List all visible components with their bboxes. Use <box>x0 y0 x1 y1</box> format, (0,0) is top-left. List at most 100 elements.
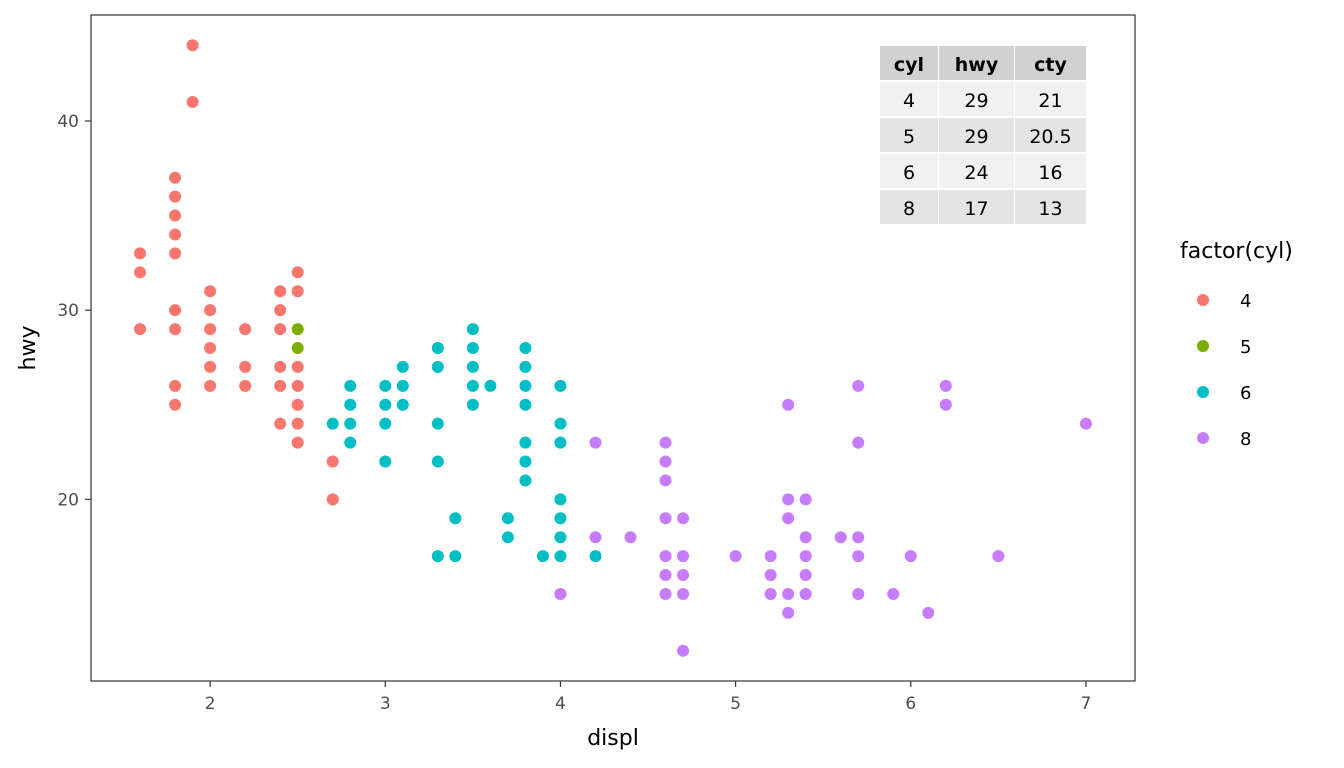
data-point-cyl-8 <box>764 569 777 582</box>
data-point-cyl-6 <box>379 379 392 392</box>
data-point-cyl-4 <box>169 398 182 411</box>
legend-label: 6 <box>1240 383 1251 404</box>
table-cell <box>1015 118 1086 152</box>
table-cell <box>1015 154 1086 188</box>
table-cell-text: 24 <box>964 162 988 184</box>
data-point-cyl-6 <box>431 550 444 563</box>
legend-key-8 <box>1197 432 1209 444</box>
legend-title: factor(cyl) <box>1180 239 1293 264</box>
data-point-cyl-8 <box>852 436 865 449</box>
data-point-cyl-6 <box>396 379 409 392</box>
x-tick-label: 2 <box>205 694 216 714</box>
data-point-cyl-8 <box>852 379 865 392</box>
data-point-cyl-4 <box>291 379 304 392</box>
data-point-cyl-6 <box>501 531 514 544</box>
x-tick-label: 5 <box>730 694 741 714</box>
legend-key-4 <box>1197 294 1209 306</box>
data-point-cyl-6 <box>344 398 357 411</box>
table-cell-text: 29 <box>964 90 988 112</box>
table-cell <box>1015 190 1086 224</box>
y-axis-title: hwy <box>16 326 41 371</box>
data-point-cyl-8 <box>1079 417 1092 430</box>
data-point-cyl-6 <box>589 550 602 563</box>
table-header-cell <box>1015 46 1086 80</box>
data-point-cyl-4 <box>204 360 217 373</box>
data-point-cyl-6 <box>554 417 567 430</box>
table-cell <box>880 154 938 188</box>
data-point-cyl-4 <box>204 304 217 317</box>
table-cell-text: 6 <box>903 162 915 184</box>
table-header-text: cyl <box>894 54 924 76</box>
y-tick-label: 40 <box>57 112 79 132</box>
data-point-cyl-8 <box>659 455 672 468</box>
data-point-cyl-8 <box>729 550 742 563</box>
summary-table: cyl hwy cty 4 29 21 5 29 20.5 6 24 16 8 17 13 <box>880 46 1086 224</box>
table-cell-text: 29 <box>964 126 988 148</box>
data-point-cyl-4 <box>169 190 182 203</box>
data-point-cyl-8 <box>782 606 795 619</box>
data-point-cyl-8 <box>852 531 865 544</box>
data-point-cyl-8 <box>782 493 795 506</box>
x-tick-label: 4 <box>555 694 566 714</box>
data-point-cyl-8 <box>659 512 672 525</box>
data-point-cyl-8 <box>782 512 795 525</box>
data-point-cyl-4 <box>169 228 182 241</box>
data-point-cyl-8 <box>677 569 690 582</box>
data-point-cyl-8 <box>659 569 672 582</box>
data-point-cyl-4 <box>274 417 287 430</box>
data-point-cyl-4 <box>274 304 287 317</box>
data-point-cyl-6 <box>466 398 479 411</box>
data-point-cyl-6 <box>519 455 532 468</box>
table-cell-text: 4 <box>903 90 915 112</box>
data-point-cyl-6 <box>396 398 409 411</box>
data-point-cyl-8 <box>659 436 672 449</box>
data-point-cyl-8 <box>939 379 952 392</box>
data-point-cyl-4 <box>169 379 182 392</box>
data-point-cyl-6 <box>431 455 444 468</box>
data-point-cyl-8 <box>799 493 812 506</box>
table-cell <box>939 154 1014 188</box>
data-point-cyl-8 <box>834 531 847 544</box>
data-point-cyl-4 <box>169 247 182 260</box>
table-header-text: hwy <box>955 54 999 76</box>
data-point-cyl-4 <box>274 379 287 392</box>
legend-label: 8 <box>1240 429 1251 450</box>
data-point-cyl-8 <box>852 550 865 563</box>
data-point-cyl-6 <box>554 493 567 506</box>
x-tick-label: 7 <box>1081 694 1092 714</box>
data-point-cyl-5 <box>291 323 304 336</box>
data-point-cyl-6 <box>396 360 409 373</box>
data-point-cyl-4 <box>186 96 199 109</box>
data-point-cyl-4 <box>134 266 147 279</box>
data-point-cyl-8 <box>852 587 865 600</box>
data-point-cyl-4 <box>169 304 182 317</box>
table-cell <box>939 190 1014 224</box>
data-point-cyl-6 <box>519 342 532 354</box>
table-cell-text: 20.5 <box>1029 126 1071 148</box>
table-cell-text: 16 <box>1038 162 1062 184</box>
data-point-cyl-8 <box>677 644 690 657</box>
data-point-cyl-4 <box>291 360 304 373</box>
legend: factor(cyl) 4 5 6 8 <box>1180 239 1293 450</box>
legend-label: 4 <box>1240 291 1251 312</box>
legend-label: 5 <box>1240 337 1251 358</box>
table-cell-text: 8 <box>903 198 915 220</box>
data-point-cyl-4 <box>326 493 339 506</box>
data-point-cyl-8 <box>677 587 690 600</box>
table-header-text: cty <box>1034 54 1067 76</box>
data-point-cyl-8 <box>922 606 935 619</box>
data-point-cyl-6 <box>554 531 567 544</box>
data-point-cyl-6 <box>466 379 479 392</box>
data-point-cyl-4 <box>326 455 339 468</box>
data-point-cyl-4 <box>134 323 147 336</box>
legend-key-6 <box>1197 386 1209 398</box>
table-header-cell <box>939 46 1014 80</box>
table-cell-text: 13 <box>1038 198 1062 220</box>
data-point-cyl-8 <box>782 587 795 600</box>
data-point-cyl-6 <box>431 360 444 373</box>
data-point-cyl-8 <box>904 550 917 563</box>
data-point-cyl-6 <box>466 360 479 373</box>
data-point-cyl-8 <box>659 587 672 600</box>
data-point-cyl-4 <box>291 398 304 411</box>
